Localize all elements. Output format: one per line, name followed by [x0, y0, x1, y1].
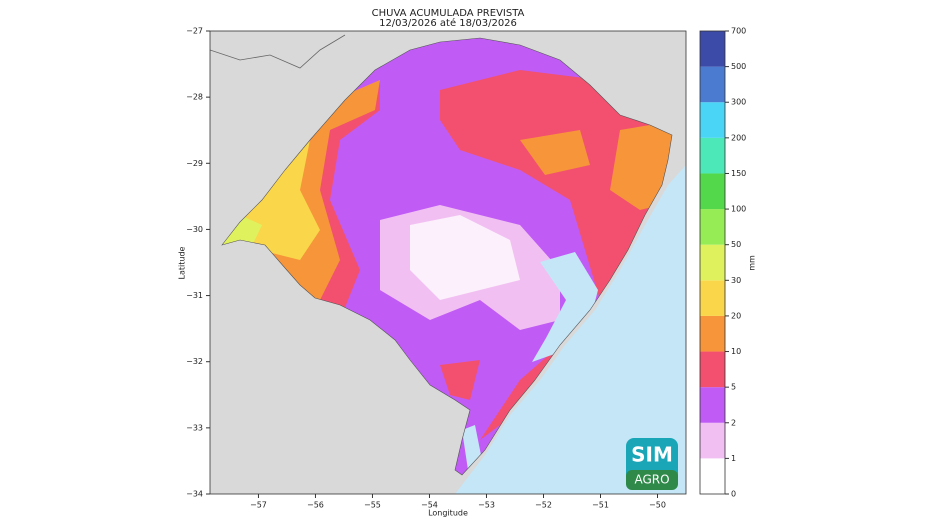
map-area: SIM AGRO	[210, 31, 686, 494]
x-tick-label: −55	[364, 501, 381, 510]
y-tick-label: −27	[186, 27, 203, 36]
colorbar-bin	[700, 173, 725, 210]
colorbar-tick-label: 150	[731, 169, 746, 178]
y-tick-label: −32	[186, 357, 203, 366]
colorbar-tick-label: 300	[731, 98, 746, 107]
colorbar-bin	[700, 458, 725, 494]
colorbar-tick-label: 500	[731, 62, 746, 71]
colorbar-bin	[700, 387, 725, 423]
y-tick-label: −28	[186, 93, 203, 102]
colorbar-tick-label: 5	[731, 383, 736, 392]
colorbar-bin	[700, 209, 725, 245]
colorbar-tick-label: 1	[731, 454, 736, 463]
colorbar-bin	[700, 137, 725, 174]
rain-10-20	[520, 130, 590, 175]
y-tick-label: −30	[186, 225, 203, 234]
rain-0-1	[410, 215, 520, 300]
border	[210, 34, 346, 69]
colorbar-tick-label: 20	[731, 311, 741, 320]
x-tick-label: −57	[250, 501, 267, 510]
x-tick-label: −50	[649, 501, 666, 510]
colorbar-bin	[700, 102, 725, 138]
rain-5-10	[440, 360, 480, 400]
colorbar-tick-label: 50	[731, 240, 741, 249]
x-tick-label: −54	[421, 501, 438, 510]
state-outline	[221, 37, 673, 476]
colorbar-tick-label: 30	[731, 276, 741, 285]
colorbar-tick-label: 200	[731, 133, 746, 142]
colorbar-tick-label: 0	[731, 490, 736, 499]
colorbar-bin	[700, 280, 725, 316]
map-title: CHUVA ACUMULADA PREVISTA	[372, 8, 525, 19]
colorbar-bin	[700, 66, 725, 103]
plot-frame	[209, 30, 687, 495]
colorbar-bin	[700, 422, 725, 459]
x-axis-label: Longitude	[428, 509, 468, 518]
x-tick-label: −53	[478, 501, 495, 510]
colorbar-frame	[699, 30, 726, 495]
colorbar-tick-label: 10	[731, 347, 741, 356]
x-tick-label: −51	[592, 501, 609, 510]
map-subtitle: 12/03/2026 até 18/03/2026	[379, 17, 517, 29]
colorbar-bin	[700, 351, 725, 388]
colorbar-tick-label: 2	[731, 418, 736, 427]
rain-5-10	[440, 70, 672, 300]
logo-text: AGRO	[634, 473, 669, 487]
colorbar-bin	[700, 315, 725, 352]
y-axis-label: Latitude	[178, 246, 187, 279]
y-tick-label: −31	[186, 291, 203, 300]
ocean	[455, 165, 686, 494]
logo-band	[626, 470, 678, 490]
colorbar-tick-label: 700	[731, 27, 746, 36]
x-tick-label: −52	[535, 501, 552, 510]
y-tick-label: −33	[186, 423, 203, 432]
lagoon	[532, 252, 598, 362]
colorbar-bin	[700, 31, 725, 67]
colorbar-bin	[700, 244, 725, 281]
colorbar-label: mm	[748, 255, 757, 271]
logo-text: SIM	[631, 443, 673, 467]
x-tick-label: −56	[307, 501, 324, 510]
colorbar-tick-label: 100	[731, 205, 746, 214]
y-tick-label: −34	[186, 490, 203, 499]
y-tick-label: −29	[186, 159, 203, 168]
